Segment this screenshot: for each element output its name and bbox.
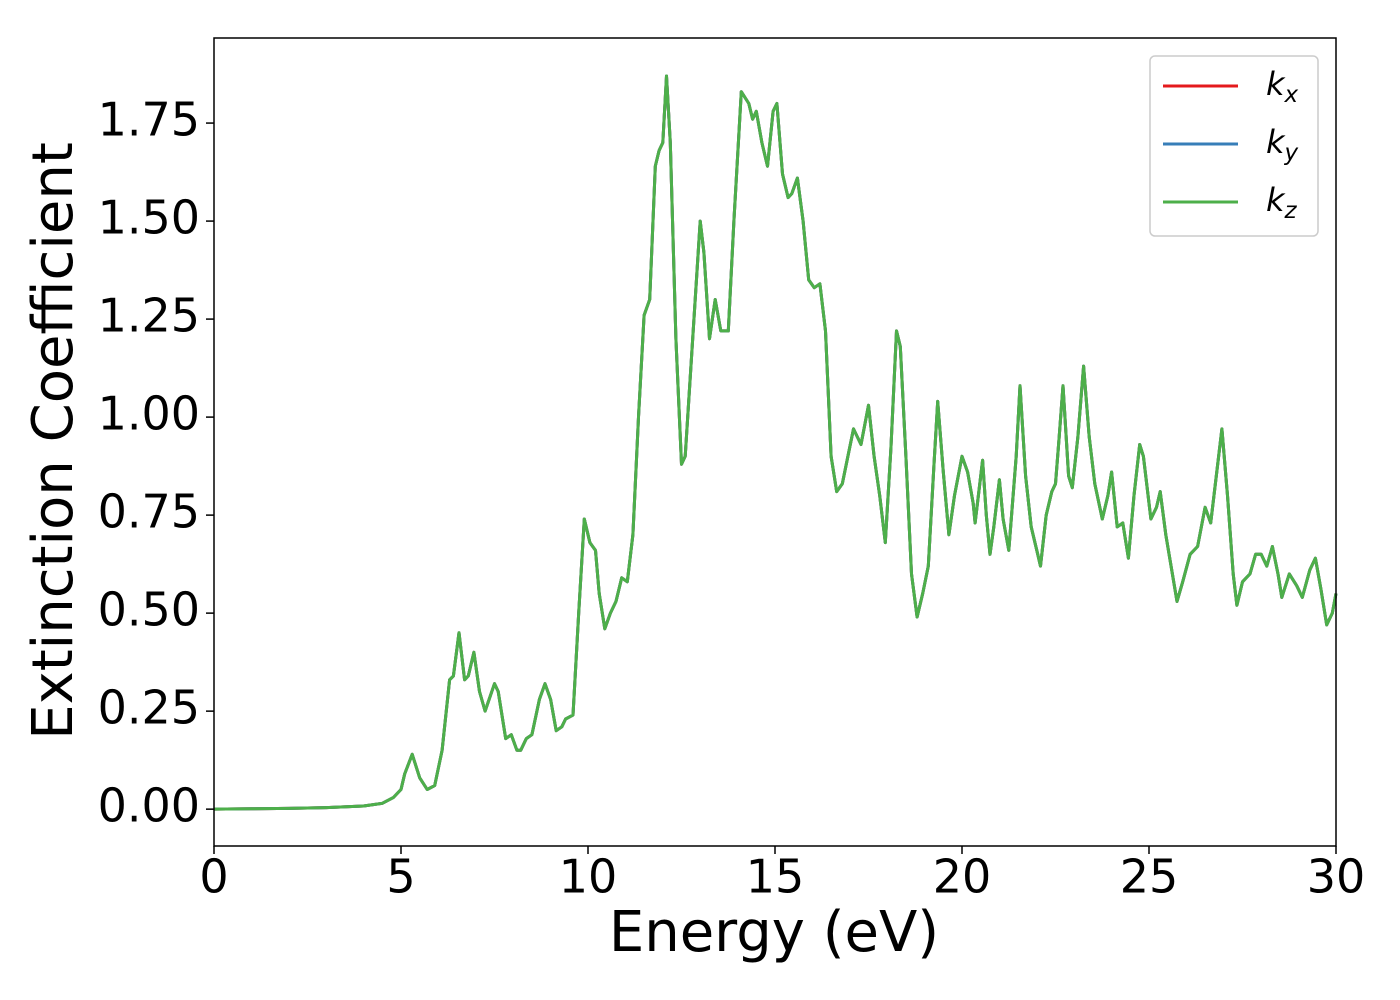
x-axis-label: Energy (eV)	[609, 900, 939, 965]
legend-label-main: k	[1266, 181, 1286, 219]
legend-label-sub: z	[1284, 198, 1298, 224]
legend-box	[1149, 55, 1319, 237]
y-tick-label: 1.00	[98, 387, 200, 441]
x-tick-label: 15	[746, 850, 805, 904]
x-tick-label: 10	[559, 850, 618, 904]
legend-label: kz	[1266, 181, 1298, 224]
x-tick-label: 0	[199, 850, 228, 904]
y-tick-label: 0.25	[98, 681, 200, 735]
legend-label-main: k	[1266, 65, 1286, 103]
y-tick-label: 0.50	[98, 583, 200, 637]
legend-label-main: k	[1266, 123, 1286, 161]
x-tick-label: 30	[1307, 850, 1366, 904]
y-tick-label: 0.75	[98, 485, 200, 539]
y-tick-label: 1.50	[98, 191, 200, 245]
legend-label-sub: y	[1284, 140, 1299, 166]
legend-label: ky	[1266, 123, 1299, 166]
legend-label-sub: x	[1284, 82, 1299, 108]
x-tick-label: 25	[1120, 850, 1179, 904]
y-tick-label: 1.75	[98, 93, 200, 147]
line-series	[213, 74, 1338, 811]
legend-label: kx	[1266, 65, 1299, 108]
x-tick-label: 20	[933, 850, 992, 904]
x-tick-label: 5	[386, 850, 415, 904]
y-axis-label: Extinction Coefficient	[21, 142, 86, 740]
y-tick-label: 1.25	[98, 289, 200, 343]
plot-frame	[213, 37, 1337, 847]
y-tick-label: 0.00	[98, 779, 200, 833]
